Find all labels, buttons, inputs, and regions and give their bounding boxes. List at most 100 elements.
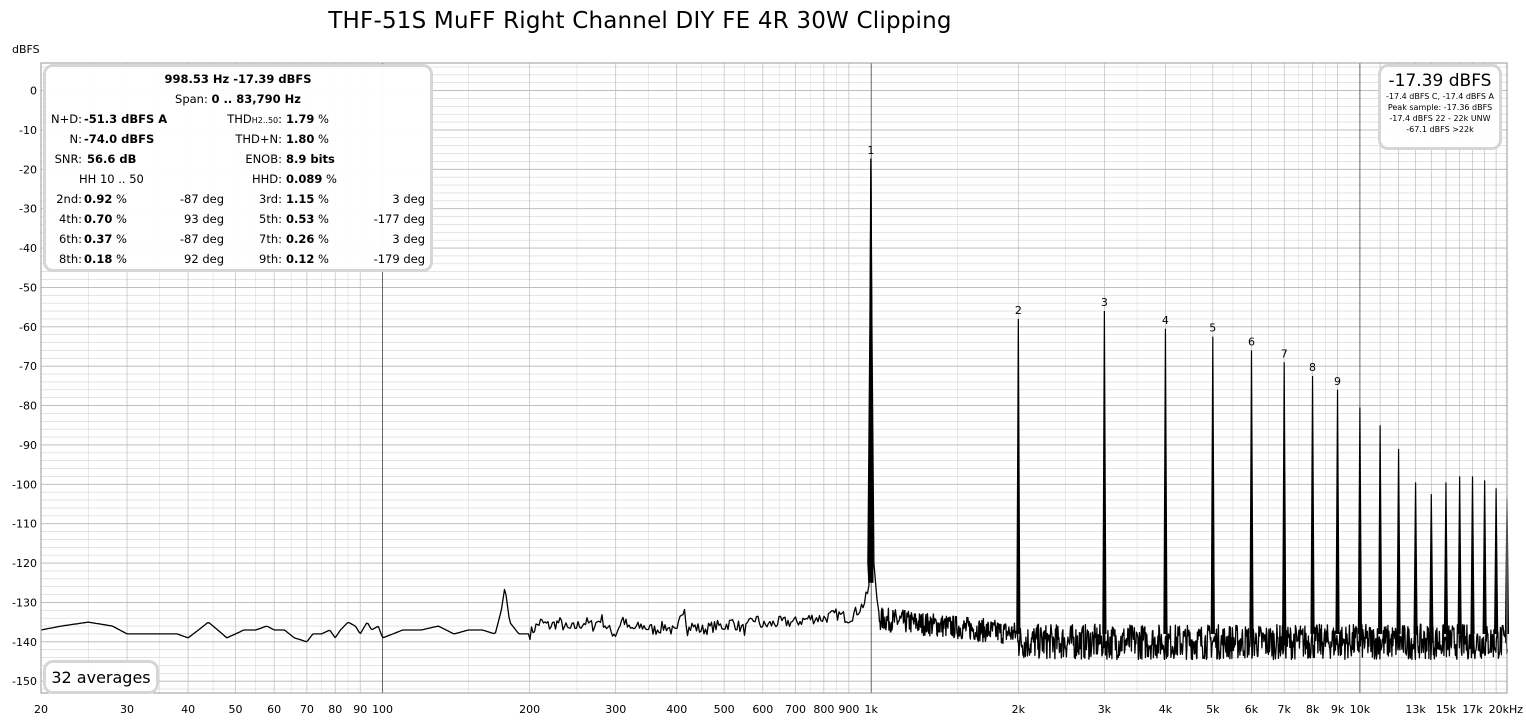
fundamental-label: 1 <box>867 144 874 157</box>
x-tick-label: 90 <box>353 703 367 716</box>
x-tick-label: 60 <box>267 703 281 716</box>
level-peak-sample: Peak sample: -17.36 dBFS <box>1387 103 1493 112</box>
harmonic-value-left: 0.18 % <box>84 252 127 266</box>
minor-grid <box>41 63 1507 693</box>
x-tick-label: 9k <box>1331 703 1345 716</box>
chart-title: THF-51S MuFF Right Channel DIY FE 4R 30W… <box>328 8 952 34</box>
harmonic-phase-right: 3 deg <box>392 192 425 206</box>
y-tick-label: -30 <box>19 203 37 216</box>
harmonic-peak <box>1470 476 1475 634</box>
x-tick-label: 100 <box>372 703 393 716</box>
harmonic-value-right: 0.26 % <box>286 232 329 246</box>
spectrum-trace <box>40 158 1510 661</box>
x-tick-label: 6k <box>1245 703 1259 716</box>
harmonic-label-right: 5th: <box>259 212 282 226</box>
x-tick-label: 30 <box>120 703 134 716</box>
harmonic-peak <box>1494 488 1499 634</box>
harmonic-label: 6 <box>1248 335 1255 348</box>
x-tick-label: 800 <box>813 703 834 716</box>
x-tick-label: 400 <box>666 703 687 716</box>
x-tick-label: 20kHz <box>1489 703 1524 716</box>
x-tick-labels: 20 30 40 50 60 70 80 90 100 200 300 400 500 600 700 800… <box>34 703 1523 716</box>
y-tick-label: -100 <box>12 478 37 491</box>
harmonic-phase-right: -177 deg <box>373 212 425 226</box>
hhd-value: 0.089 % <box>286 172 337 186</box>
thdn-value: 1.80 % <box>286 132 329 146</box>
x-tick-label: 4k <box>1159 703 1173 716</box>
x-tick-label: 40 <box>181 703 195 716</box>
y-tick-label: -80 <box>19 400 37 413</box>
x-tick-label: 1k <box>865 703 879 716</box>
hhd-label: HHD: <box>251 172 282 186</box>
x-tick-label: 5k <box>1206 703 1220 716</box>
span-readout: Span: 0 .. 83,790 Hz <box>175 92 301 106</box>
noise-floor-line <box>40 158 1509 661</box>
averages-badge[interactable]: 32 averages <box>43 660 159 694</box>
plot-frame <box>40 62 1508 694</box>
x-tick-label: 3k <box>1098 703 1112 716</box>
harmonic-label-right: 7th: <box>259 232 282 246</box>
harmonic-phase-left: -87 deg <box>179 232 224 246</box>
harmonic-peak <box>1335 389 1340 634</box>
x-tick-label: 8k <box>1306 703 1320 716</box>
y-tick-label: -110 <box>12 518 37 531</box>
harmonic-phase-right: -179 deg <box>373 252 425 266</box>
harmonic-peak <box>1210 336 1215 634</box>
harmonic-peak <box>1102 311 1107 634</box>
level-above-22k: -67.1 dBFS >22k <box>1406 125 1474 134</box>
harmonic-label: 8 <box>1309 361 1316 374</box>
y-tick-labels: 0 -10 -20 -30 -40 -50 -60 -70 -80 -90 -100 -110 -120… <box>12 85 37 689</box>
y-tick-label: -50 <box>19 281 37 294</box>
x-tick-label: 2k <box>1012 703 1026 716</box>
nd-value: -51.3 dBFS A <box>84 112 168 126</box>
harmonic-value-right: 0.12 % <box>286 252 329 266</box>
y-tick-label: -140 <box>12 636 37 649</box>
harmonic-phase-left: 93 deg <box>184 212 224 226</box>
harmonic-value-left: 0.70 % <box>84 212 127 226</box>
x-tick-label: 700 <box>785 703 806 716</box>
distortion-stats-panel[interactable]: 998.53 Hz -17.39 dBFS Span: 0 .. 83,790 … <box>43 64 433 272</box>
x-tick-label: 13k <box>1405 703 1426 716</box>
harmonic-label: 2 <box>1015 304 1022 317</box>
harmonic-peak <box>1310 376 1315 634</box>
level-readout-panel[interactable]: -17.39 dBFS -17.4 dBFS C, -17.4 dBFS A P… <box>1378 64 1502 150</box>
harmonic-peak <box>1443 482 1449 634</box>
thd-value: 1.79 % <box>286 112 329 126</box>
harmonic-peak <box>1429 494 1434 634</box>
x-tick-label: 7k <box>1278 703 1292 716</box>
harmonic-peak <box>1457 476 1462 634</box>
harmonic-peak <box>1163 328 1168 634</box>
harmonic-value-right: 0.53 % <box>286 212 329 226</box>
y-tick-label: 0 <box>30 85 37 98</box>
harmonic-label: 7 <box>1281 347 1288 360</box>
harmonic-labels: 1 2 3 4 5 6 7 8 9 <box>867 144 1341 388</box>
x-tick-label: 10k <box>1350 703 1371 716</box>
level-main-value: -17.39 dBFS <box>1388 71 1492 91</box>
harmonic-value-right: 1.15 % <box>286 192 329 206</box>
nd-label: N+D: <box>51 112 82 126</box>
harmonic-peak <box>1482 480 1487 634</box>
harmonic-label-right: 3rd: <box>258 192 282 206</box>
harmonic-value-left: 0.92 % <box>84 192 127 206</box>
x-tick-label: 80 <box>328 703 342 716</box>
harmonic-peak <box>1396 448 1401 634</box>
x-tick-label: 900 <box>838 703 859 716</box>
y-tick-label: -130 <box>12 596 37 609</box>
y-tick-label: -60 <box>19 321 37 334</box>
harmonic-peak <box>1249 350 1254 634</box>
thd-label: THDH2..50: <box>227 112 282 126</box>
thdn-label: THD+N: <box>235 132 282 146</box>
y-tick-label: -70 <box>19 360 37 373</box>
harmonic-peak <box>1016 318 1021 634</box>
enob-label: ENOB: <box>245 152 282 166</box>
harmonic-label-left: 2nd: <box>56 192 82 206</box>
harmonic-peak <box>1378 425 1383 634</box>
y-tick-label: -150 <box>12 675 37 688</box>
x-tick-label: 50 <box>228 703 242 716</box>
x-tick-label: 300 <box>605 703 626 716</box>
harmonic-phase-right: 3 deg <box>392 232 425 246</box>
y-tick-label: -10 <box>19 124 37 137</box>
n-label: N: <box>69 132 82 146</box>
x-tick-label: 15k <box>1436 703 1457 716</box>
